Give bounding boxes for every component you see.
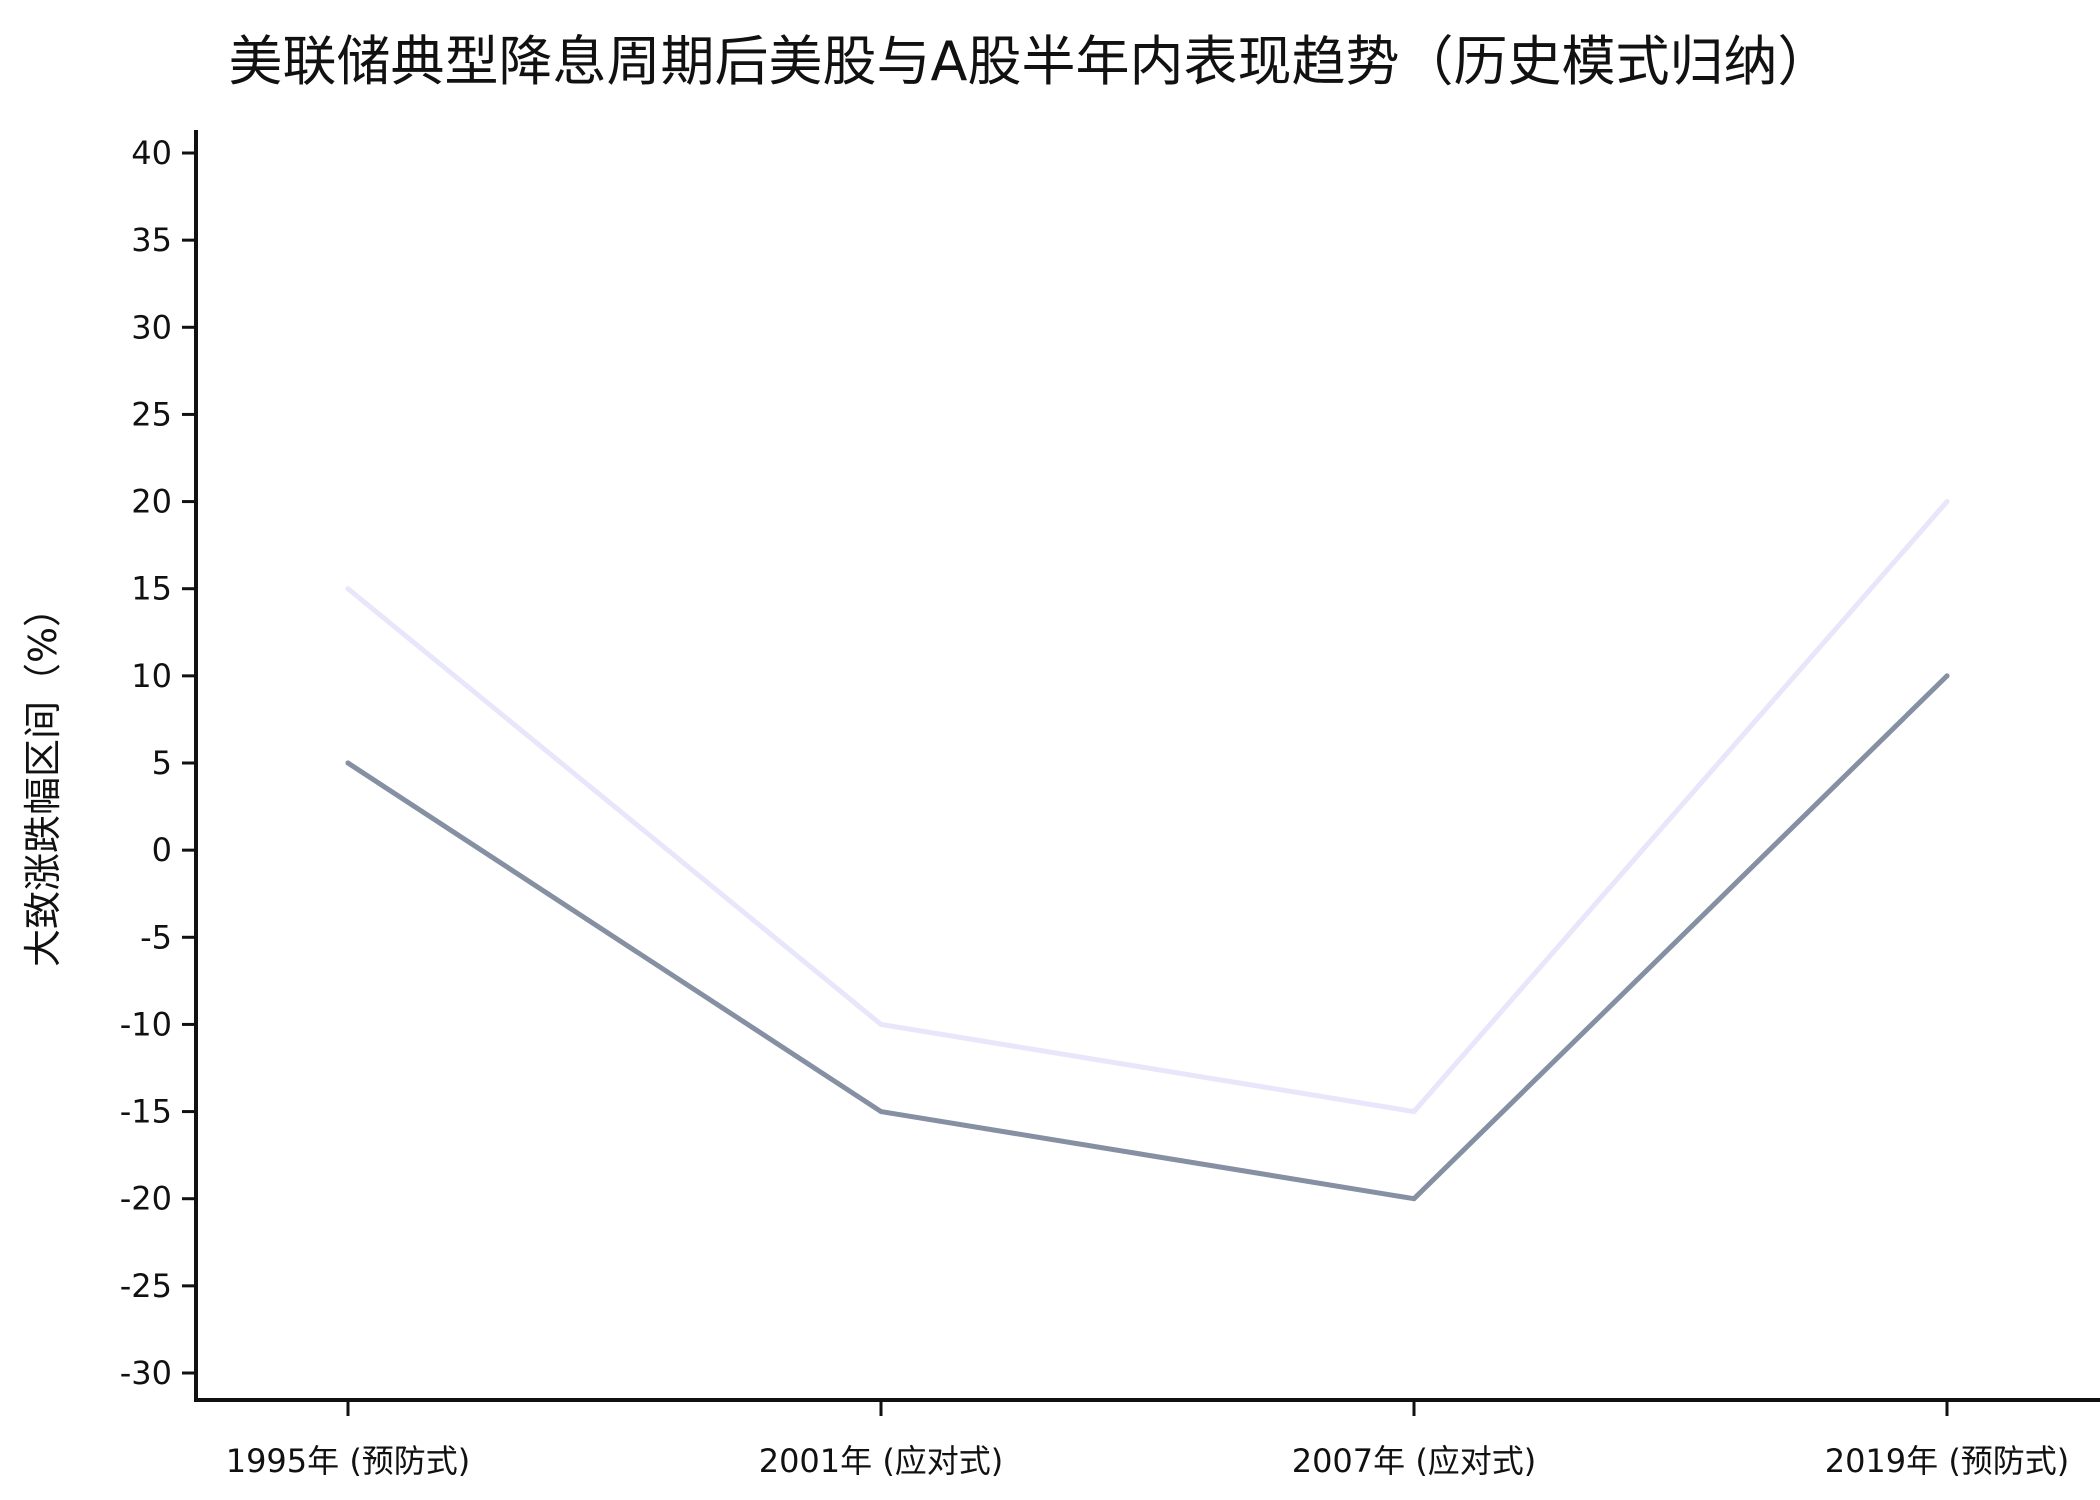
series-line-1 [345, 499, 1950, 1115]
data-point [345, 760, 351, 766]
data-point [1411, 1109, 1417, 1115]
y-tick-label: 40 [131, 134, 172, 172]
y-tick-label: 35 [131, 221, 172, 259]
data-point [1411, 1196, 1417, 1202]
chart-title: 美联储典型降息周期后美股与A股半年内表现趋势（历史模式归纳） [229, 30, 1832, 93]
y-axis-label: 大致涨跌幅区间（%） [21, 589, 65, 967]
y-tick-label: 20 [131, 483, 172, 521]
series-line-2 [345, 673, 1950, 1202]
y-tick-label: 0 [152, 831, 172, 869]
y-tick-label: 10 [131, 657, 172, 695]
data-point [878, 1021, 884, 1027]
y-tick-label: 25 [131, 395, 172, 433]
y-tick-label: 30 [131, 308, 172, 346]
y-tick-label: 15 [131, 570, 172, 608]
plot-area: 40 35 30 25 20 15 10 5 0 -5 -10 -15 -20 -25 -30 1995年 (… [120, 130, 2100, 1480]
y-tick-label: -5 [140, 918, 172, 956]
x-tick-label: 2007年 (应对式) [1292, 1442, 1537, 1480]
x-tick-label: 2001年 (应对式) [759, 1442, 1004, 1480]
y-tick-label: -20 [120, 1180, 172, 1218]
y-tick-label: -10 [120, 1005, 172, 1043]
data-point [345, 586, 351, 592]
y-tick-label: -25 [120, 1267, 172, 1305]
y-tick-label: -15 [120, 1093, 172, 1131]
data-point [878, 1109, 884, 1115]
data-point [1944, 673, 1950, 679]
y-tick-label: 5 [152, 744, 172, 782]
y-tick-label: -30 [120, 1354, 172, 1392]
data-point [1944, 499, 1950, 505]
x-tick-label: 2019年 (预防式) [1825, 1442, 2070, 1480]
x-tick-label: 1995年 (预防式) [226, 1442, 471, 1480]
